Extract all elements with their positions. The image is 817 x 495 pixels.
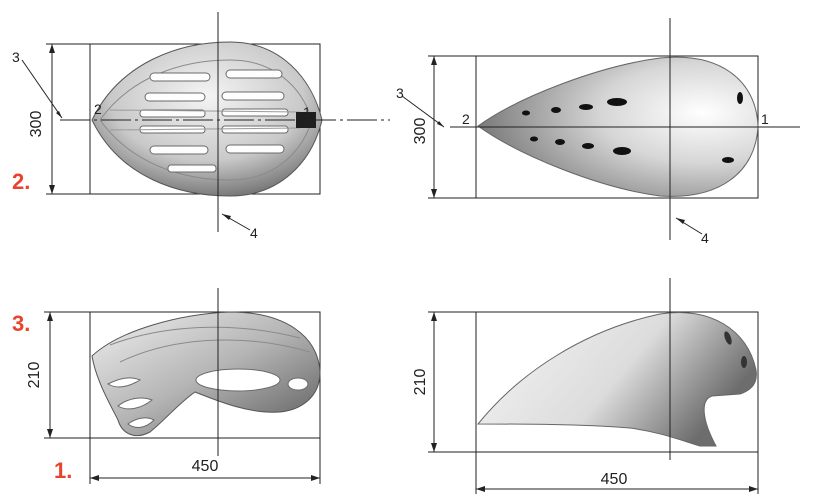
height-dimension-label: 300	[28, 111, 45, 138]
vent-slot	[221, 91, 285, 101]
figure-label-2: 2.	[12, 169, 30, 194]
height-dimension-label: 300	[412, 118, 429, 145]
width-dimension-label: 450	[192, 458, 219, 475]
helmet-top-view-vented	[91, 41, 323, 197]
vent-hole	[582, 143, 594, 149]
bounding-box	[475, 311, 759, 453]
vent-hole	[551, 107, 561, 113]
view-top-right: 300 3 2 1 4	[396, 18, 800, 246]
helmet-side-view-vented	[91, 311, 321, 436]
vent-slot	[106, 377, 142, 388]
callout-4: 4	[701, 230, 709, 246]
callout-3: 3	[12, 49, 20, 65]
vent-slot	[195, 368, 281, 392]
vent-slot	[221, 108, 289, 117]
vent-hole	[722, 157, 734, 163]
vent-hole	[530, 136, 538, 142]
vent-hole	[607, 98, 627, 106]
callout-2: 2	[462, 111, 470, 127]
vent-slot	[225, 144, 285, 154]
vent-hole	[724, 331, 732, 345]
helmet-side-view-aero	[476, 312, 757, 447]
view-top-left: 300 3 2 1 4 2.	[12, 12, 390, 241]
vent-slot	[144, 92, 206, 102]
vent-slot	[225, 69, 283, 79]
vent-hole	[741, 356, 747, 368]
vent-hole	[555, 139, 565, 145]
callout-1: 1	[761, 111, 769, 127]
vent-slot	[287, 377, 309, 391]
vent-slot	[127, 417, 155, 428]
vent-slot	[167, 164, 217, 173]
vent-hole	[522, 110, 530, 116]
height-dimension-label: 210	[412, 369, 429, 396]
callout-4: 4	[250, 225, 258, 241]
vent-slot	[139, 109, 206, 118]
vent-slot	[221, 125, 289, 134]
vent-slot	[149, 72, 211, 82]
figure-label-1: 1.	[54, 458, 72, 483]
width-dimension-label: 450	[601, 471, 628, 488]
vent-slot	[149, 145, 209, 155]
vent-hole	[737, 92, 743, 104]
height-dimension-label: 210	[26, 362, 43, 389]
vent-hole	[613, 147, 631, 155]
callout-1: 1	[303, 104, 311, 120]
figure-label-3: 3.	[12, 311, 30, 336]
view-bottom-right: 210 450	[412, 278, 759, 494]
vent-hole	[579, 104, 593, 110]
callout-2: 2	[94, 101, 102, 117]
view-bottom-left: 210 450 3. 1.	[12, 288, 321, 484]
callout-3: 3	[396, 85, 404, 101]
vent-slot	[117, 397, 153, 410]
